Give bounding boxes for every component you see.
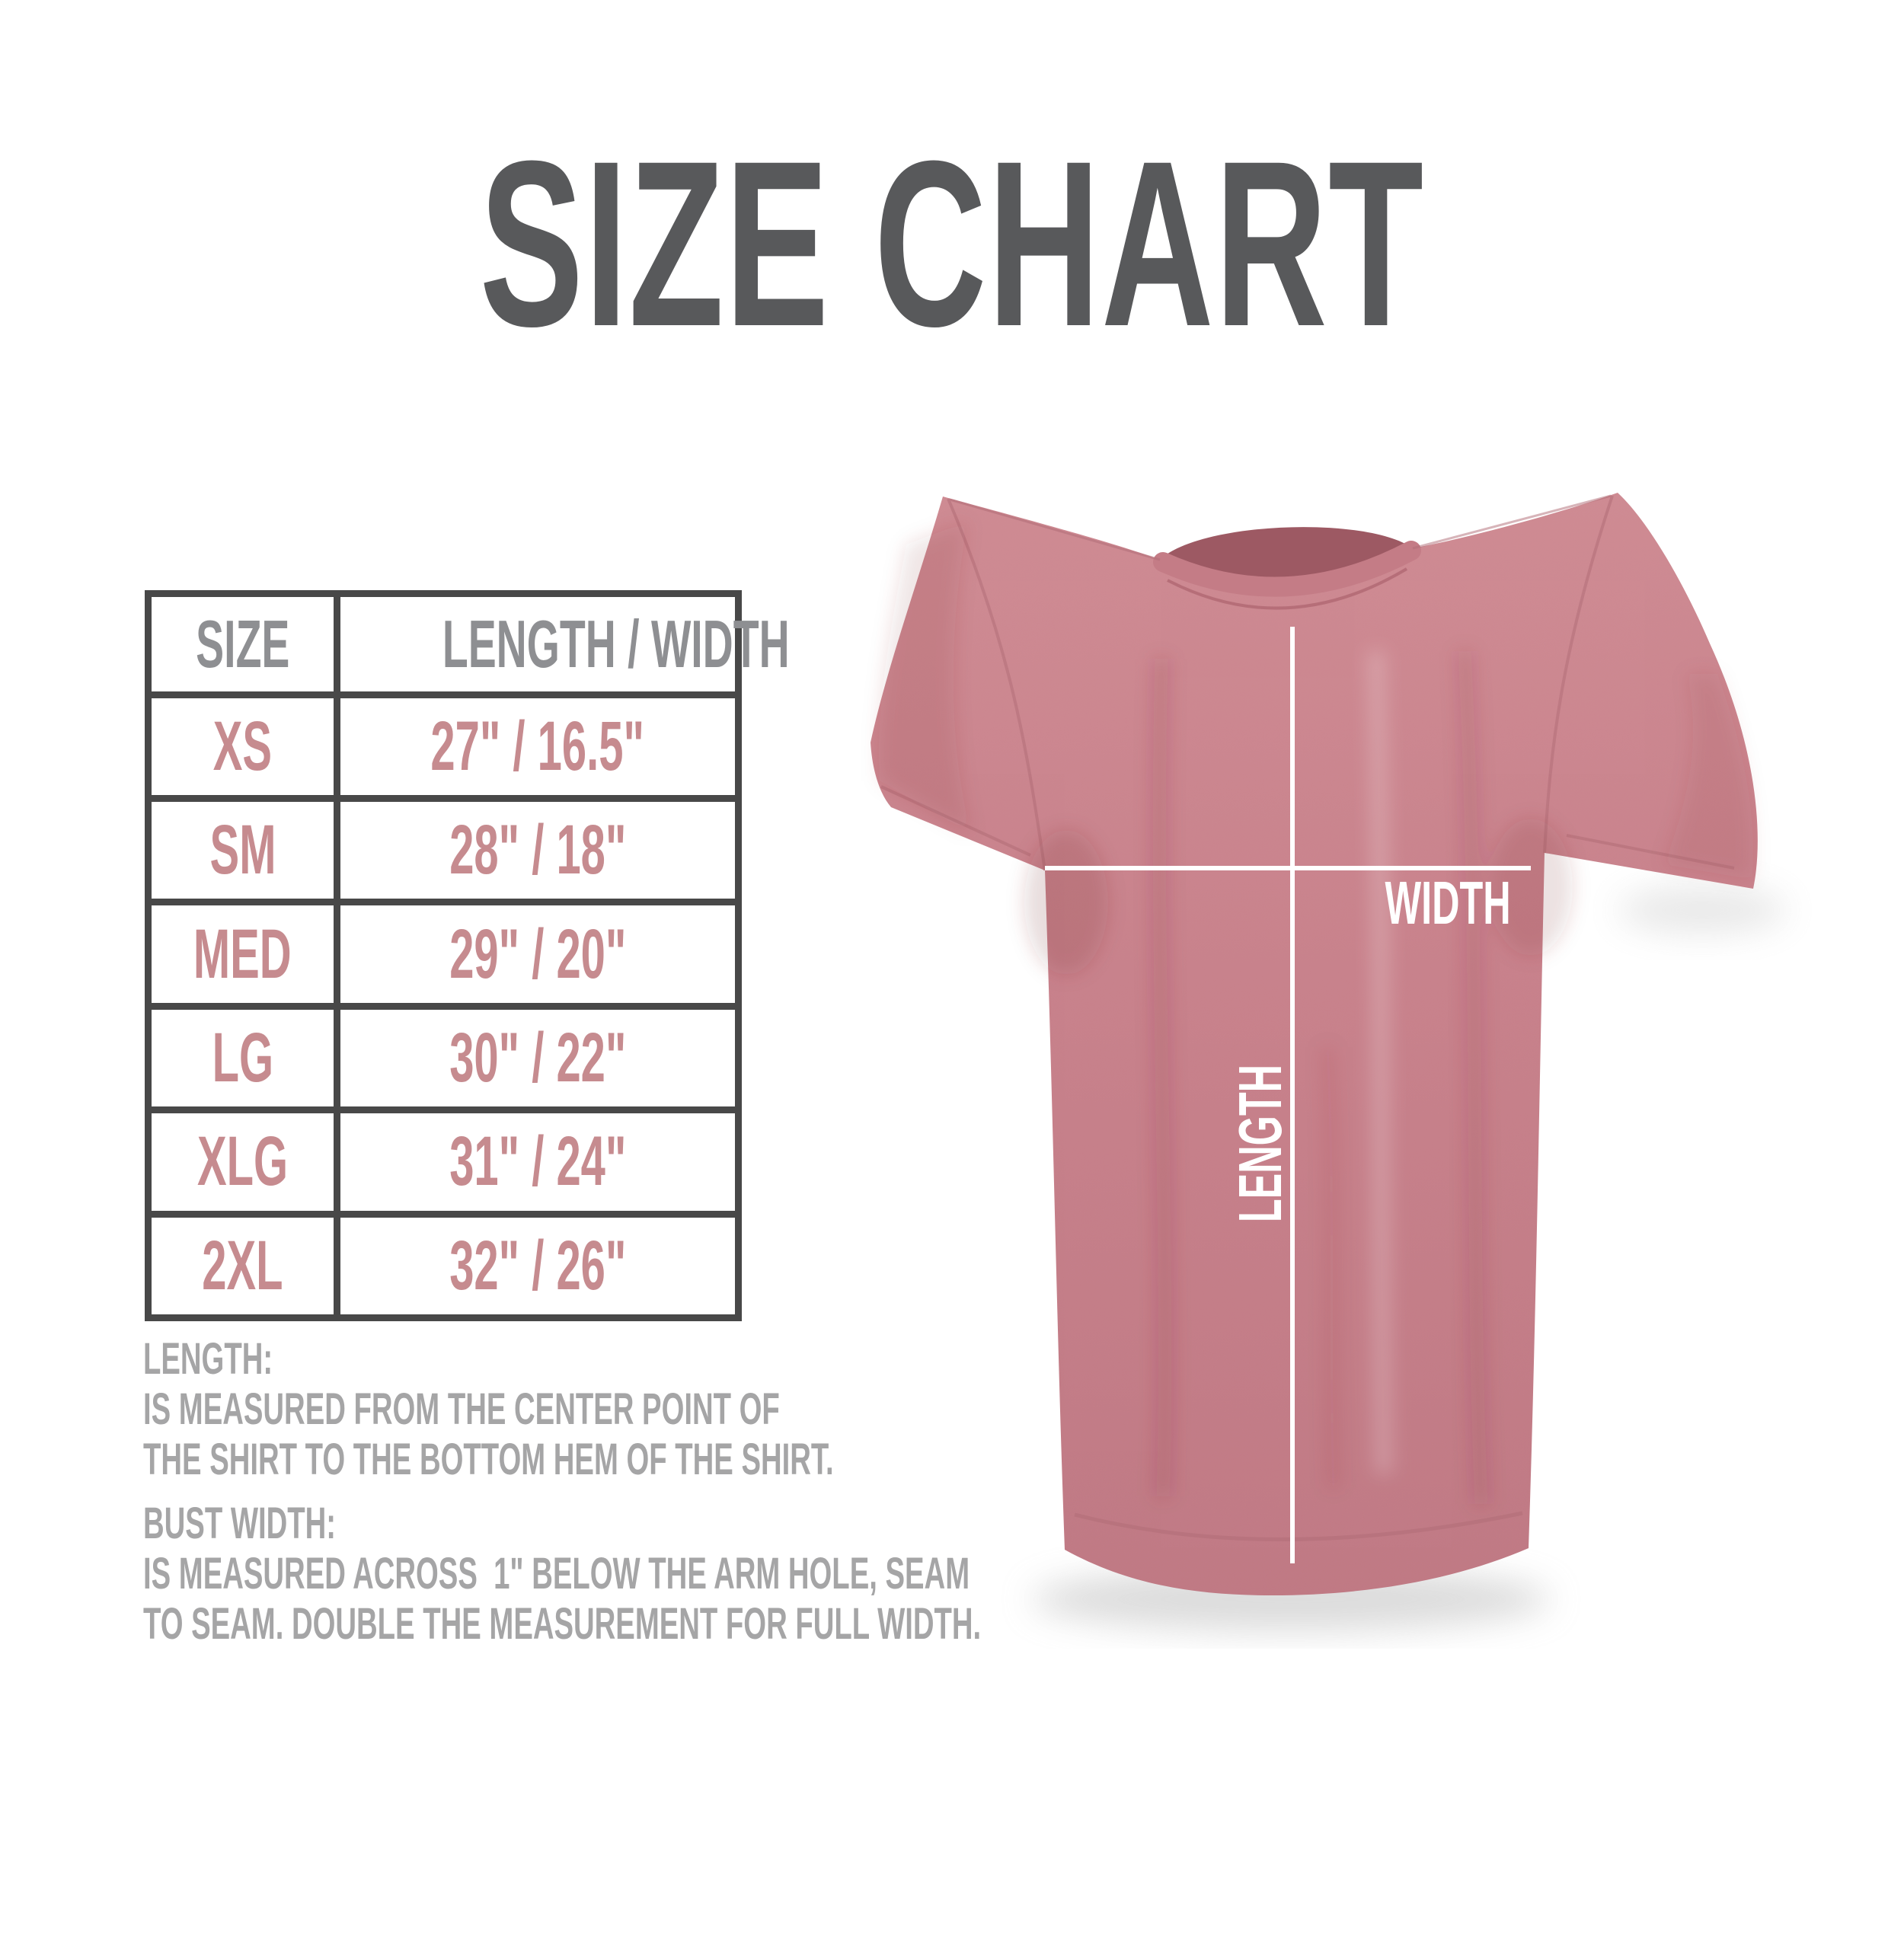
sleeve-shade-left: [879, 522, 971, 834]
header-cell-size: SIZE: [145, 590, 340, 698]
armpit-shade-right: [1489, 819, 1573, 956]
length-note-line: THE SHIRT TO THE BOTTOM HEM OF THE SHIRT…: [143, 1435, 834, 1484]
size-cell: XS: [145, 691, 340, 803]
bust-width-note-heading: BUST WIDTH:: [143, 1499, 337, 1548]
tshirt-illustration: [871, 493, 1786, 1631]
size-cell: XLG: [145, 1106, 340, 1218]
size-cell: MED: [145, 899, 340, 1010]
sleeve-shadow: [1618, 887, 1786, 933]
table-row: XS 27" / 16.5": [145, 691, 742, 803]
table-row: LG 30" / 22": [145, 1002, 742, 1114]
value-cell: 30" / 22": [334, 1002, 742, 1114]
sleeve-shade-right: [1664, 674, 1753, 880]
page-title: SIZE CHART: [0, 126, 1904, 362]
fold-shadow: [1321, 1046, 1340, 1490]
length-measure-line: [1290, 627, 1295, 1563]
collar-band: [1153, 541, 1421, 597]
table-header-row: SIZE LENGTH / WIDTH: [145, 590, 790, 698]
width-label: WIDTH: [1385, 869, 1511, 937]
length-note-heading: LENGTH:: [143, 1334, 273, 1384]
table-row: SM 28" / 18": [145, 795, 742, 906]
hem-stitch: [1074, 1511, 1523, 1541]
bust-width-note: BUST WIDTH: IS MEASURED ACROSS 1" BELOW …: [143, 1499, 1413, 1649]
header-cell-measure: LENGTH / WIDTH: [334, 590, 790, 698]
value-cell: 29" / 20": [334, 899, 742, 1010]
value-cell: 28" / 18": [334, 795, 742, 906]
size-table: SIZE LENGTH / WIDTH XS 27" / 16.5" SM 28…: [145, 590, 790, 1322]
value-cell: 27" / 16.5": [334, 691, 742, 803]
width-measure-line: [1045, 866, 1531, 870]
table-row: XLG 31" / 24": [145, 1106, 742, 1218]
shoulder-seam-left: [949, 498, 1161, 561]
length-note: LENGTH: IS MEASURED FROM THE CENTER POIN…: [143, 1334, 1413, 1485]
size-cell: 2XL: [145, 1210, 340, 1322]
armpit-shade-left: [1024, 830, 1108, 975]
bust-width-note-line: TO SEAM. DOUBLE THE MEASUREMENT FOR FULL…: [143, 1599, 982, 1649]
armhole-seam-right: [1543, 495, 1614, 854]
size-cell: SM: [145, 795, 340, 906]
measurement-notes: LENGTH: IS MEASURED FROM THE CENTER POIN…: [143, 1334, 1413, 1649]
length-note-line: IS MEASURED FROM THE CENTER POINT OF: [143, 1384, 780, 1434]
fold-shadow: [1152, 658, 1173, 1497]
size-cell: LG: [145, 1002, 340, 1114]
fold-highlight: [1368, 650, 1392, 1474]
fold-shadow: [1457, 650, 1489, 1505]
value-cell: 31" / 24": [334, 1106, 742, 1218]
page-title-text: SIZE CHART: [479, 111, 1425, 375]
armhole-seam-left: [947, 498, 1046, 871]
length-label: LENGTH: [1226, 1064, 1294, 1223]
heather-texture: [871, 493, 1758, 1595]
table-row: 2XL 32" / 26": [145, 1210, 742, 1322]
table-row: MED 29" / 20": [145, 899, 742, 1010]
bust-width-note-line: IS MEASURED ACROSS 1" BELOW THE ARM HOLE…: [143, 1549, 970, 1598]
value-cell: 32" / 26": [334, 1210, 742, 1322]
collar-seam: [1167, 567, 1408, 610]
shoulder-seam-right: [1412, 494, 1612, 550]
